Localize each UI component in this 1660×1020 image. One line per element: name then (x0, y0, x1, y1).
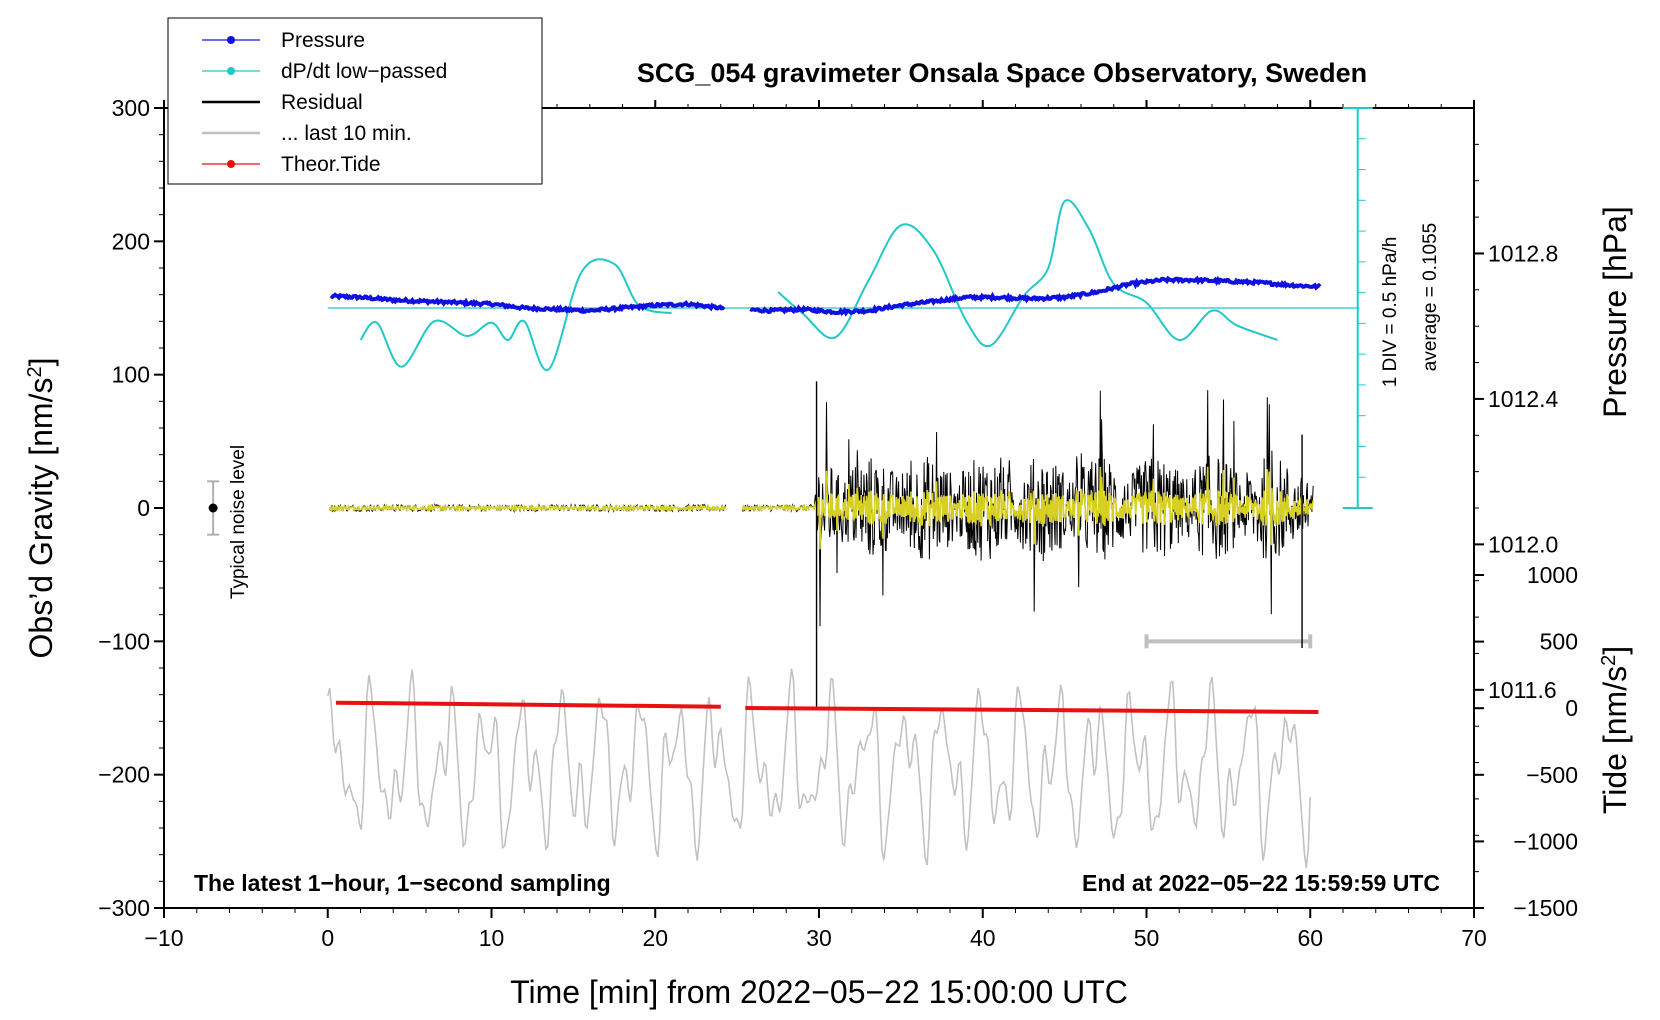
pressure-tick-label: 1011.6 (1488, 677, 1557, 703)
x-tick-label: 0 (321, 925, 334, 951)
x-tick-label: −10 (144, 925, 183, 951)
legend-item: ... last 10 min. (202, 122, 412, 145)
legend-item: Theor.Tide (202, 153, 381, 176)
theor-tide-series (335, 700, 1319, 714)
y-tick-label: 200 (112, 228, 150, 254)
tide-axis-ticks: 1000 500 0 −500 −1000 −1500 (1474, 562, 1578, 921)
legend: Pressure dP/dt low−passed Residual ... last… (167, 17, 543, 185)
dpdt-scale-bar (1342, 107, 1373, 509)
legend-label: Residual (281, 91, 363, 114)
y-tick-label: 100 (112, 362, 150, 388)
tide-tick-label: −500 (1526, 762, 1578, 788)
legend-marker (227, 160, 235, 168)
pressure-series (329, 275, 1322, 317)
pressure-axis-label: Pressure [hPa] (1597, 206, 1633, 418)
residual-line-segment (741, 390, 1314, 627)
legend-label: Theor.Tide (281, 153, 381, 176)
dpdt-line-segment (777, 199, 1278, 348)
residual-smoothed-segment (741, 466, 1314, 550)
dpdt-line-segment (359, 258, 672, 372)
legend-item: dP/dt low−passed (202, 60, 447, 83)
legend-label: dP/dt low−passed (281, 60, 447, 83)
y-axis-label: Obs’d Gravity [nm/s2] (23, 358, 59, 659)
x-tick-label: 40 (970, 925, 996, 951)
legend-marker (227, 67, 235, 75)
legend-item: Pressure (202, 29, 365, 52)
x-tick-label: 10 (479, 925, 505, 951)
pressure-axis-ticks: 1012.8 1012.4 1012.0 1011.6 (1474, 143, 1559, 909)
residual-series (328, 381, 1314, 708)
residual-smoothed-segment (328, 503, 727, 513)
pressure-tick-label: 1012.0 (1488, 531, 1558, 557)
pressure-tick-label: 1012.8 (1488, 240, 1558, 266)
x-tick-label: 50 (1134, 925, 1160, 951)
pressure-line-segment (749, 275, 1322, 317)
y-axis-ticks: 300 200 100 0 −100 −200 −300 (98, 95, 164, 921)
pressure-tick-label: 1012.4 (1488, 386, 1559, 412)
legend-label: Pressure (281, 29, 365, 52)
tide-tick-label: 1000 (1527, 562, 1578, 588)
bottom-right-annotation: End at 2022−05−22 15:59:59 UTC (1082, 870, 1440, 896)
tide-tick-label: 0 (1565, 695, 1578, 721)
last-10-min-series (327, 634, 1313, 869)
y-tick-label: −100 (98, 628, 150, 654)
y-tick-label: 300 (112, 95, 150, 121)
x-axis-label: Time [min] from 2022−05−22 15:00:00 UTC (510, 974, 1128, 1010)
legend-item: Residual (202, 91, 363, 114)
tide-line-segment (335, 700, 721, 709)
dpdt-scale-annotation: 1 DIV = 0.5 hPa/h (1380, 237, 1401, 388)
y-tick-label: −300 (98, 895, 150, 921)
tide-tick-label: −1000 (1513, 828, 1578, 854)
y-tick-label: 0 (137, 495, 150, 521)
noise-level-label: Typical noise level (228, 445, 249, 599)
pressure-line-segment (329, 292, 726, 314)
y-tick-label: −200 (98, 762, 150, 788)
tide-axis-label: Tide [nm/s2] (1597, 646, 1633, 814)
average-annotation: average = 0.1055 (1420, 223, 1441, 371)
last-10-min-line (327, 668, 1311, 869)
x-tick-label: 20 (642, 925, 668, 951)
dpdt-series (327, 199, 1360, 372)
chart-title: SCG_054 gravimeter Onsala Space Observat… (637, 58, 1367, 88)
x-axis-ticks: −10 0 10 20 30 40 50 60 70 (144, 100, 1487, 951)
legend-marker (227, 36, 235, 44)
x-tick-label: 70 (1461, 925, 1487, 951)
noise-center-dot (208, 503, 218, 513)
x-tick-label: 30 (806, 925, 832, 951)
tide-line-segment (745, 706, 1319, 714)
tide-tick-label: 500 (1540, 629, 1578, 655)
noise-level-indicator (207, 480, 220, 536)
tide-tick-label: −1500 (1513, 895, 1578, 921)
x-tick-label: 60 (1297, 925, 1323, 951)
legend-label: ... last 10 min. (281, 122, 412, 145)
bottom-left-annotation: The latest 1−hour, 1−second sampling (194, 870, 611, 896)
